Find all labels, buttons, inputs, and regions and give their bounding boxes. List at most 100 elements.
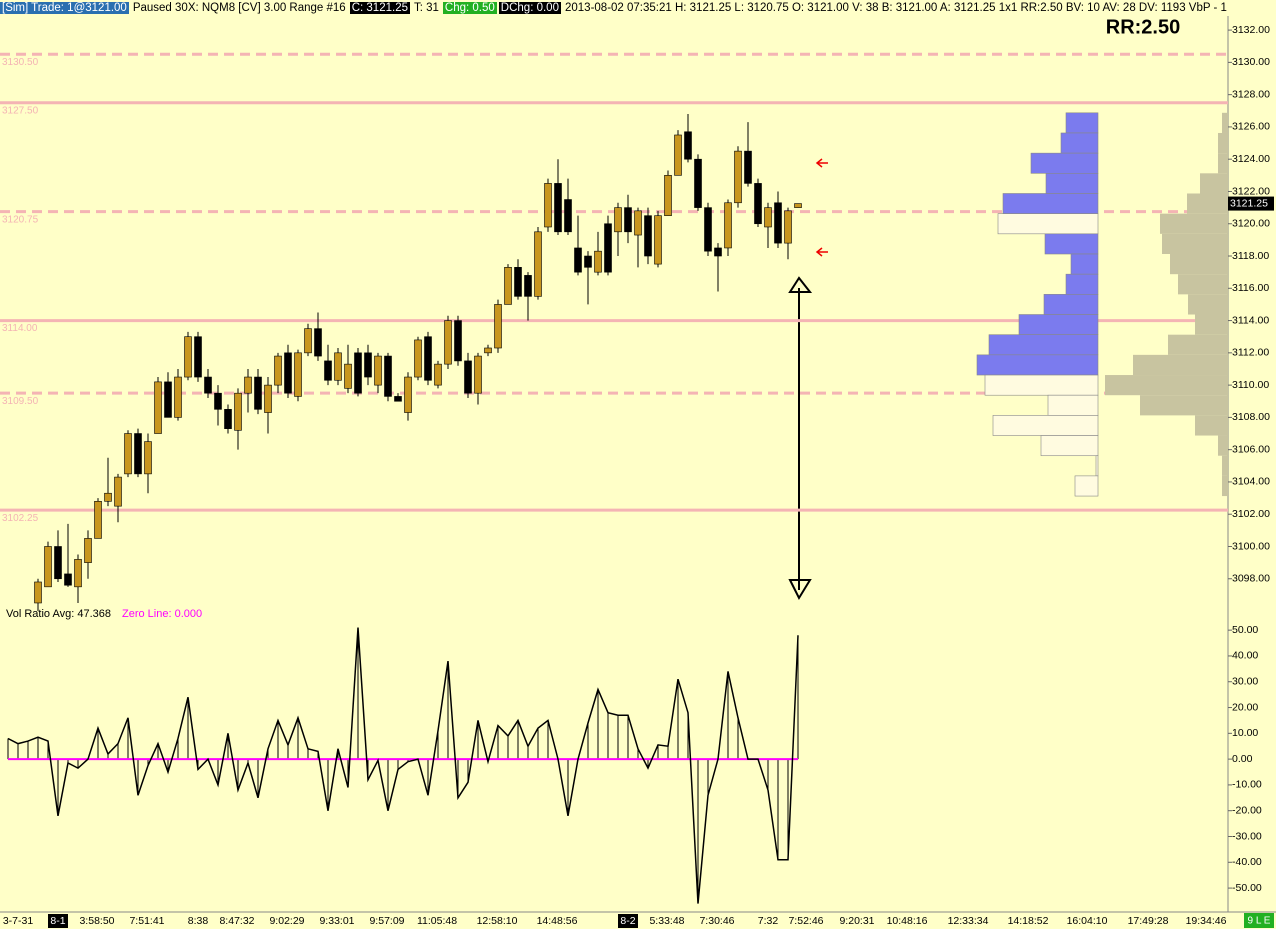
candle-body bbox=[674, 134, 682, 176]
candle-body bbox=[564, 199, 572, 233]
profile-bar bbox=[984, 374, 1099, 396]
candle-body bbox=[444, 320, 452, 365]
session-profile-bar bbox=[1133, 354, 1228, 376]
last-price-box bbox=[1228, 196, 1274, 211]
profile-bar bbox=[1065, 273, 1099, 295]
candle-body bbox=[464, 360, 472, 394]
candle-body bbox=[324, 360, 332, 381]
candle-body bbox=[114, 476, 122, 507]
y-tick-label: 3104.00 bbox=[1232, 476, 1270, 488]
x-tick-label: 5:33:48 bbox=[649, 915, 684, 927]
y-tick-label: -50.00 bbox=[1232, 882, 1262, 894]
y-tick-label: 3124.00 bbox=[1232, 153, 1270, 165]
measure-arrow bbox=[788, 276, 813, 601]
y-tick-label: 40.00 bbox=[1232, 650, 1258, 662]
candle-body bbox=[64, 573, 72, 586]
y-tick-label: 3110.00 bbox=[1232, 379, 1269, 391]
candle-body bbox=[194, 336, 202, 378]
candle-body bbox=[574, 247, 582, 273]
session-profile-bar bbox=[1222, 112, 1228, 133]
candle-body bbox=[684, 131, 692, 160]
x-tick-label: 14:48:56 bbox=[537, 915, 578, 927]
close: C: 3121.25 bbox=[349, 2, 410, 14]
session-profile-bar bbox=[1195, 314, 1228, 335]
candle-body bbox=[524, 275, 532, 297]
y-tick-label: 0.00 bbox=[1232, 753, 1253, 765]
candle-body bbox=[84, 538, 92, 563]
status-bar: [Sim] Trade: 1@3121.00 Paused 30X: NQM8 [… bbox=[0, 0, 1228, 16]
y-tick-label: 3122.00 bbox=[1232, 185, 1270, 197]
session-profile-bar bbox=[1218, 153, 1228, 174]
candle-body bbox=[694, 158, 702, 208]
candle-body bbox=[254, 376, 262, 410]
sim-trade: [Sim] Trade: 1@3121.00 bbox=[0, 2, 129, 14]
candle-body bbox=[234, 392, 242, 431]
profile-bar bbox=[1040, 435, 1099, 457]
x-tick-label: 8:38 bbox=[188, 915, 209, 927]
status-badge: 9 L E bbox=[1248, 916, 1271, 927]
candle-body bbox=[774, 202, 782, 244]
y-tick-label: -20.00 bbox=[1232, 804, 1262, 816]
x-label-box bbox=[48, 914, 68, 928]
y-tick-label: 20.00 bbox=[1232, 701, 1258, 713]
x-tick-label: 7:30:46 bbox=[699, 915, 734, 927]
indicator-line bbox=[7, 627, 799, 904]
y-tick-label: 30.00 bbox=[1232, 676, 1258, 688]
arrow-marker bbox=[815, 158, 828, 168]
candle-body bbox=[614, 207, 622, 233]
candle-body bbox=[34, 581, 42, 604]
x-tick-label: 11:05:48 bbox=[417, 915, 457, 927]
candle-body bbox=[554, 183, 562, 233]
candle-body bbox=[244, 376, 252, 394]
candle-body bbox=[654, 215, 662, 265]
session-profile-bar bbox=[1187, 193, 1228, 214]
candle-body bbox=[714, 247, 722, 257]
session-profile-bar bbox=[1195, 415, 1228, 436]
y-tick-label: 3128.00 bbox=[1232, 88, 1270, 100]
status-badge-box bbox=[1244, 913, 1274, 928]
x-tick-label: 14:18:52 bbox=[1008, 915, 1049, 927]
candle-body bbox=[404, 376, 412, 413]
x-tick-label: 7:51:41 bbox=[129, 915, 164, 927]
session-profile-bar bbox=[1200, 173, 1228, 194]
candle-body bbox=[264, 384, 272, 413]
candle-body bbox=[744, 150, 752, 184]
rr-label: RR:2.50 bbox=[1106, 16, 1180, 38]
x-tick-label: 9:57:09 bbox=[369, 915, 404, 927]
session-profile-bar bbox=[1218, 132, 1228, 154]
candle-body bbox=[704, 207, 712, 252]
candle-body bbox=[754, 183, 762, 225]
level-label: 3130.50 bbox=[2, 57, 39, 68]
profile-bar bbox=[1065, 112, 1099, 134]
profile-bar bbox=[1044, 233, 1099, 255]
candle-body bbox=[214, 392, 222, 410]
candle-body bbox=[354, 352, 362, 394]
session-profile-bar bbox=[1188, 294, 1228, 315]
x-tick-label: 3:58:50 bbox=[79, 915, 114, 927]
x-label-box bbox=[618, 914, 638, 928]
candle-body bbox=[104, 492, 112, 502]
profile-bar bbox=[1002, 193, 1099, 214]
y-tick-label: 3118.00 bbox=[1232, 250, 1269, 262]
level-label: 3109.50 bbox=[2, 396, 39, 407]
candle-body bbox=[764, 207, 772, 228]
x-tick-label: 12:58:10 bbox=[477, 915, 518, 927]
candle-body bbox=[734, 150, 742, 204]
candle-body bbox=[544, 183, 552, 228]
x-tick-label: 7:32 bbox=[758, 915, 779, 927]
candle-body bbox=[294, 352, 302, 397]
candle-body bbox=[514, 267, 522, 297]
profile-bar bbox=[1095, 455, 1099, 477]
candle-body bbox=[634, 210, 642, 236]
x-tick-label: 8-2 bbox=[620, 915, 635, 927]
x-tick-label: 8-1 bbox=[50, 915, 65, 927]
x-tick-label: 19:34:46 bbox=[1186, 915, 1227, 927]
x-tick-label: 3-7-31 bbox=[3, 915, 34, 927]
y-tick-label: 10.00 bbox=[1232, 727, 1258, 739]
x-tick-label: 16:04:10 bbox=[1067, 915, 1108, 927]
session-profile-bar bbox=[1170, 254, 1228, 275]
y-tick-label: 3132.00 bbox=[1232, 24, 1270, 36]
candle-body bbox=[414, 339, 422, 378]
